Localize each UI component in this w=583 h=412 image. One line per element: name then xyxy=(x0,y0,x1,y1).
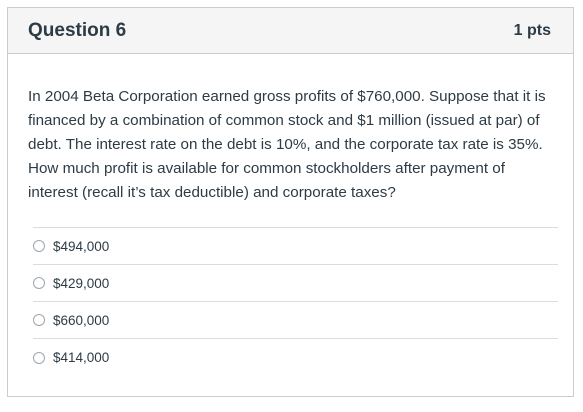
answer-list: $494,000 $429,000 $660,000 $414,000 xyxy=(33,227,558,376)
question-card: Question 6 1 pts In 2004 Beta Corporatio… xyxy=(7,7,574,397)
question-body: In 2004 Beta Corporation earned gross pr… xyxy=(8,54,573,376)
radio-button[interactable] xyxy=(33,314,45,326)
radio-button[interactable] xyxy=(33,240,45,252)
answer-option-3[interactable]: $660,000 xyxy=(33,302,558,339)
answer-option-1[interactable]: $494,000 xyxy=(33,228,558,265)
answer-label: $414,000 xyxy=(53,350,110,365)
answer-label: $660,000 xyxy=(53,312,110,328)
question-title: Question 6 xyxy=(28,19,127,41)
answer-label: $429,000 xyxy=(53,275,110,291)
answer-option-2[interactable]: $429,000 xyxy=(33,265,558,302)
answer-label: $494,000 xyxy=(53,238,110,254)
radio-button[interactable] xyxy=(33,277,45,289)
radio-button[interactable] xyxy=(33,351,45,364)
answer-option-4[interactable]: $414,000 xyxy=(33,339,558,376)
question-text: In 2004 Beta Corporation earned gross pr… xyxy=(28,88,546,201)
question-points: 1 pts xyxy=(513,21,551,39)
question-header: Question 6 1 pts xyxy=(8,8,573,54)
